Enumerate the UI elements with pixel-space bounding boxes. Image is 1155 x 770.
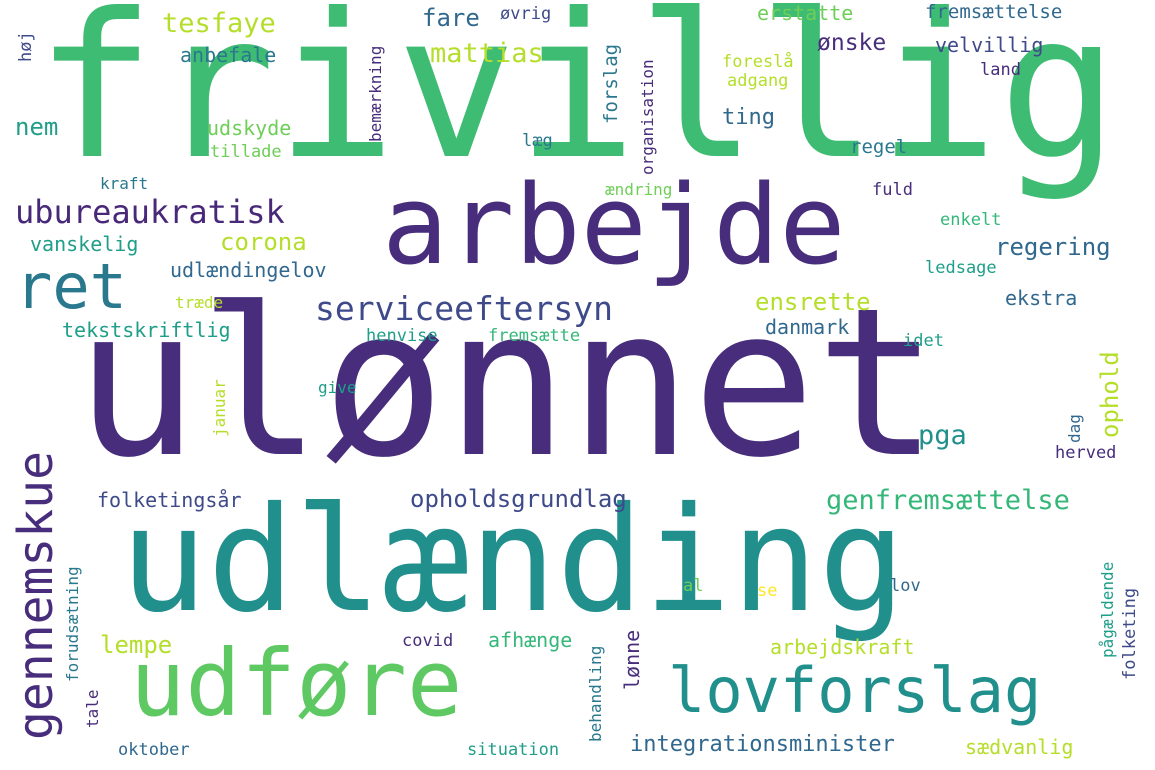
word-land: land <box>980 60 1021 80</box>
word-fremsaette: fremsætte <box>488 326 581 346</box>
word-traede: træde <box>175 293 224 312</box>
word-danmark: danmark <box>765 315 850 339</box>
word-lovforslag: lovforslag <box>668 654 1042 727</box>
word-erstatte: erstatte <box>757 1 854 25</box>
word-velvillig: velvillig <box>935 33 1044 57</box>
word-opholdsgrundlag: opholdsgrundlag <box>410 485 627 513</box>
word-folketingsar: folketingsår <box>97 488 242 512</box>
word-fuld: fuld <box>872 180 913 200</box>
word-tillade: tillade <box>210 142 282 162</box>
word-udskyde: udskyde <box>207 116 292 140</box>
word-corona: corona <box>220 228 307 256</box>
word-gennemskue: gennemskue <box>8 451 64 740</box>
word-pga: pga <box>918 420 967 451</box>
word-ensrette: ensrette <box>755 288 871 316</box>
word-arbejde: arbejde <box>382 161 846 289</box>
word-folketing: folketing <box>1120 587 1140 680</box>
word-give: give <box>318 378 357 397</box>
word-genfremsaettelse: genfremsættelse <box>826 485 1070 516</box>
word-ekstra: ekstra <box>1005 286 1078 310</box>
word-ovrig: øvrig <box>500 4 552 24</box>
word-oktober: oktober <box>118 740 190 760</box>
word-afhaenge: afhænge <box>488 628 573 652</box>
word-laeg: læg <box>522 131 553 151</box>
word-situation: situation <box>467 740 560 760</box>
word-lempe: lempe <box>100 631 173 659</box>
word-saedvanlig: sædvanlig <box>965 735 1074 759</box>
word-aendring: ændring <box>605 180 673 199</box>
word-dag: dag <box>1065 414 1084 443</box>
word-mattias: mattias <box>430 38 544 69</box>
word-lonne: lønne <box>620 629 644 690</box>
word-tekstskriftlig: tekstskriftlig <box>62 318 231 342</box>
word-enkelt: enkelt <box>940 210 1002 230</box>
word-onske: ønske <box>817 30 887 56</box>
word-ting: ting <box>722 105 775 130</box>
word-anbefale: anbefale <box>180 43 277 67</box>
word-fremsaettelse: fremsættelse <box>925 1 1063 23</box>
word-behandling: behandling <box>586 645 605 742</box>
word-idet: idet <box>903 331 944 351</box>
word-integrationsminister: integrationsminister <box>630 732 895 757</box>
word-adgang: adgang <box>727 71 789 91</box>
word-covid: covid <box>402 631 454 651</box>
word-udlaendingelov: udlændingelov <box>170 258 327 282</box>
word-tesfaye: tesfaye <box>162 8 276 39</box>
word-organisation: organisation <box>638 59 657 175</box>
word-vanskelig: vanskelig <box>30 232 139 256</box>
word-fare: fare <box>422 4 480 32</box>
word-bemaerkning: bemærkning <box>366 45 385 142</box>
word-ulonnet: ulønnet <box>75 265 939 503</box>
word-serviceeftersyn: serviceeftersyn <box>315 289 614 328</box>
word-ledsage: ledsage <box>925 258 997 278</box>
word-ubureaukratisk: ubureaukratisk <box>15 193 285 231</box>
word-lov: lov <box>890 576 921 596</box>
word-ret: ret <box>15 250 127 323</box>
word-kraft: kraft <box>100 174 149 193</box>
word-foresla: foreslå <box>722 52 794 72</box>
word-pagaeldende: pågældende <box>1098 561 1117 658</box>
word-regering: regering <box>995 233 1111 261</box>
word-udfore: udføre <box>130 630 463 737</box>
word-udlaending: udlænding <box>120 476 906 645</box>
word-herved: herved <box>1055 443 1117 463</box>
word-forslag: forslag <box>600 43 622 124</box>
word-se: se <box>757 581 778 601</box>
word-hoj: høj <box>16 31 36 62</box>
word-regel: regel <box>850 136 908 158</box>
word-tale: tale <box>83 689 102 728</box>
word-nem: nem <box>15 113 59 141</box>
word-frivillig: frivillig <box>35 0 1119 204</box>
word-januar: januar <box>210 379 229 437</box>
word-forudsaetning: forudsætning <box>63 566 82 682</box>
word-arbejdskraft: arbejdskraft <box>770 635 915 659</box>
word-ophold: ophold <box>1096 351 1124 438</box>
word-al: al <box>683 576 704 596</box>
word-henvise: henvise <box>366 326 438 346</box>
